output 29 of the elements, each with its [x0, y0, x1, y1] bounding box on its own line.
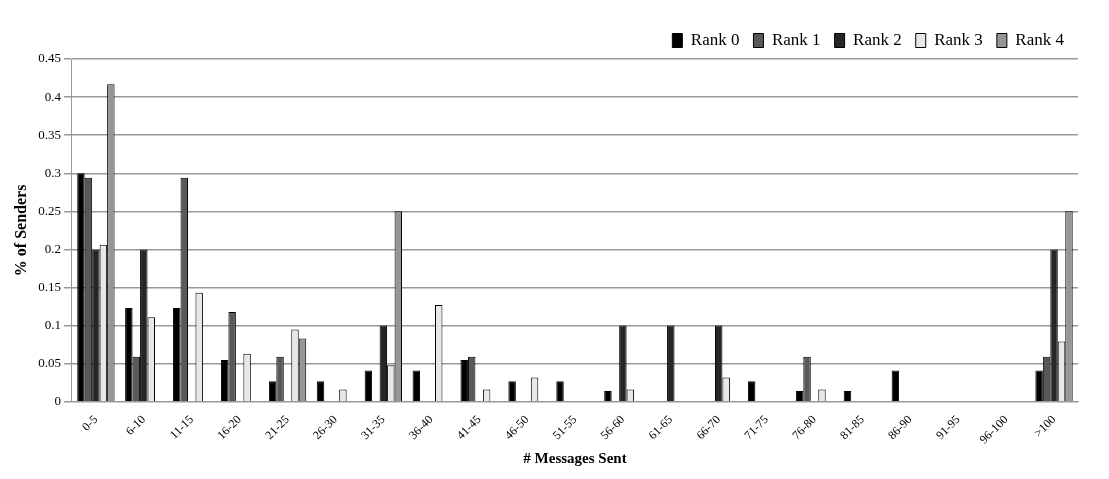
legend-label: Rank 4: [1015, 29, 1065, 49]
y-tick-label: 0.05: [38, 355, 61, 371]
legend-label: Rank 3: [934, 29, 983, 49]
legend-label: Rank 2: [853, 29, 902, 49]
bar: [508, 381, 516, 402]
legend-label: Rank 1: [771, 29, 821, 49]
bar: [316, 381, 325, 402]
bar: [412, 370, 421, 402]
bar: [364, 370, 373, 402]
bar: [891, 370, 900, 402]
bar: [556, 381, 564, 402]
y-tick-label: 0.3: [44, 164, 61, 180]
y-tick-label: 0.35: [38, 126, 61, 142]
x-axis-title: # Messages Sent: [523, 449, 627, 466]
y-tick-label: 0.4: [44, 88, 62, 104]
y-tick-label: 0.25: [38, 202, 61, 218]
y-tick-label: 0.45: [38, 50, 61, 66]
y-tick-label: 0.1: [44, 317, 61, 333]
y-tick-label: 0: [54, 393, 61, 409]
bar: [220, 359, 229, 402]
y-tick-label: 0.2: [44, 240, 61, 256]
x-tick-label: >100: [1030, 412, 1059, 440]
y-axis-title: % of Senders: [11, 184, 29, 277]
y-tick-label: 0.15: [38, 278, 61, 294]
bar: [747, 381, 756, 402]
bar: [268, 381, 277, 402]
legend-label: Rank 0: [690, 29, 740, 49]
x-tick-label: 6-10: [122, 412, 149, 438]
x-tick-label: 0-5: [79, 412, 101, 434]
